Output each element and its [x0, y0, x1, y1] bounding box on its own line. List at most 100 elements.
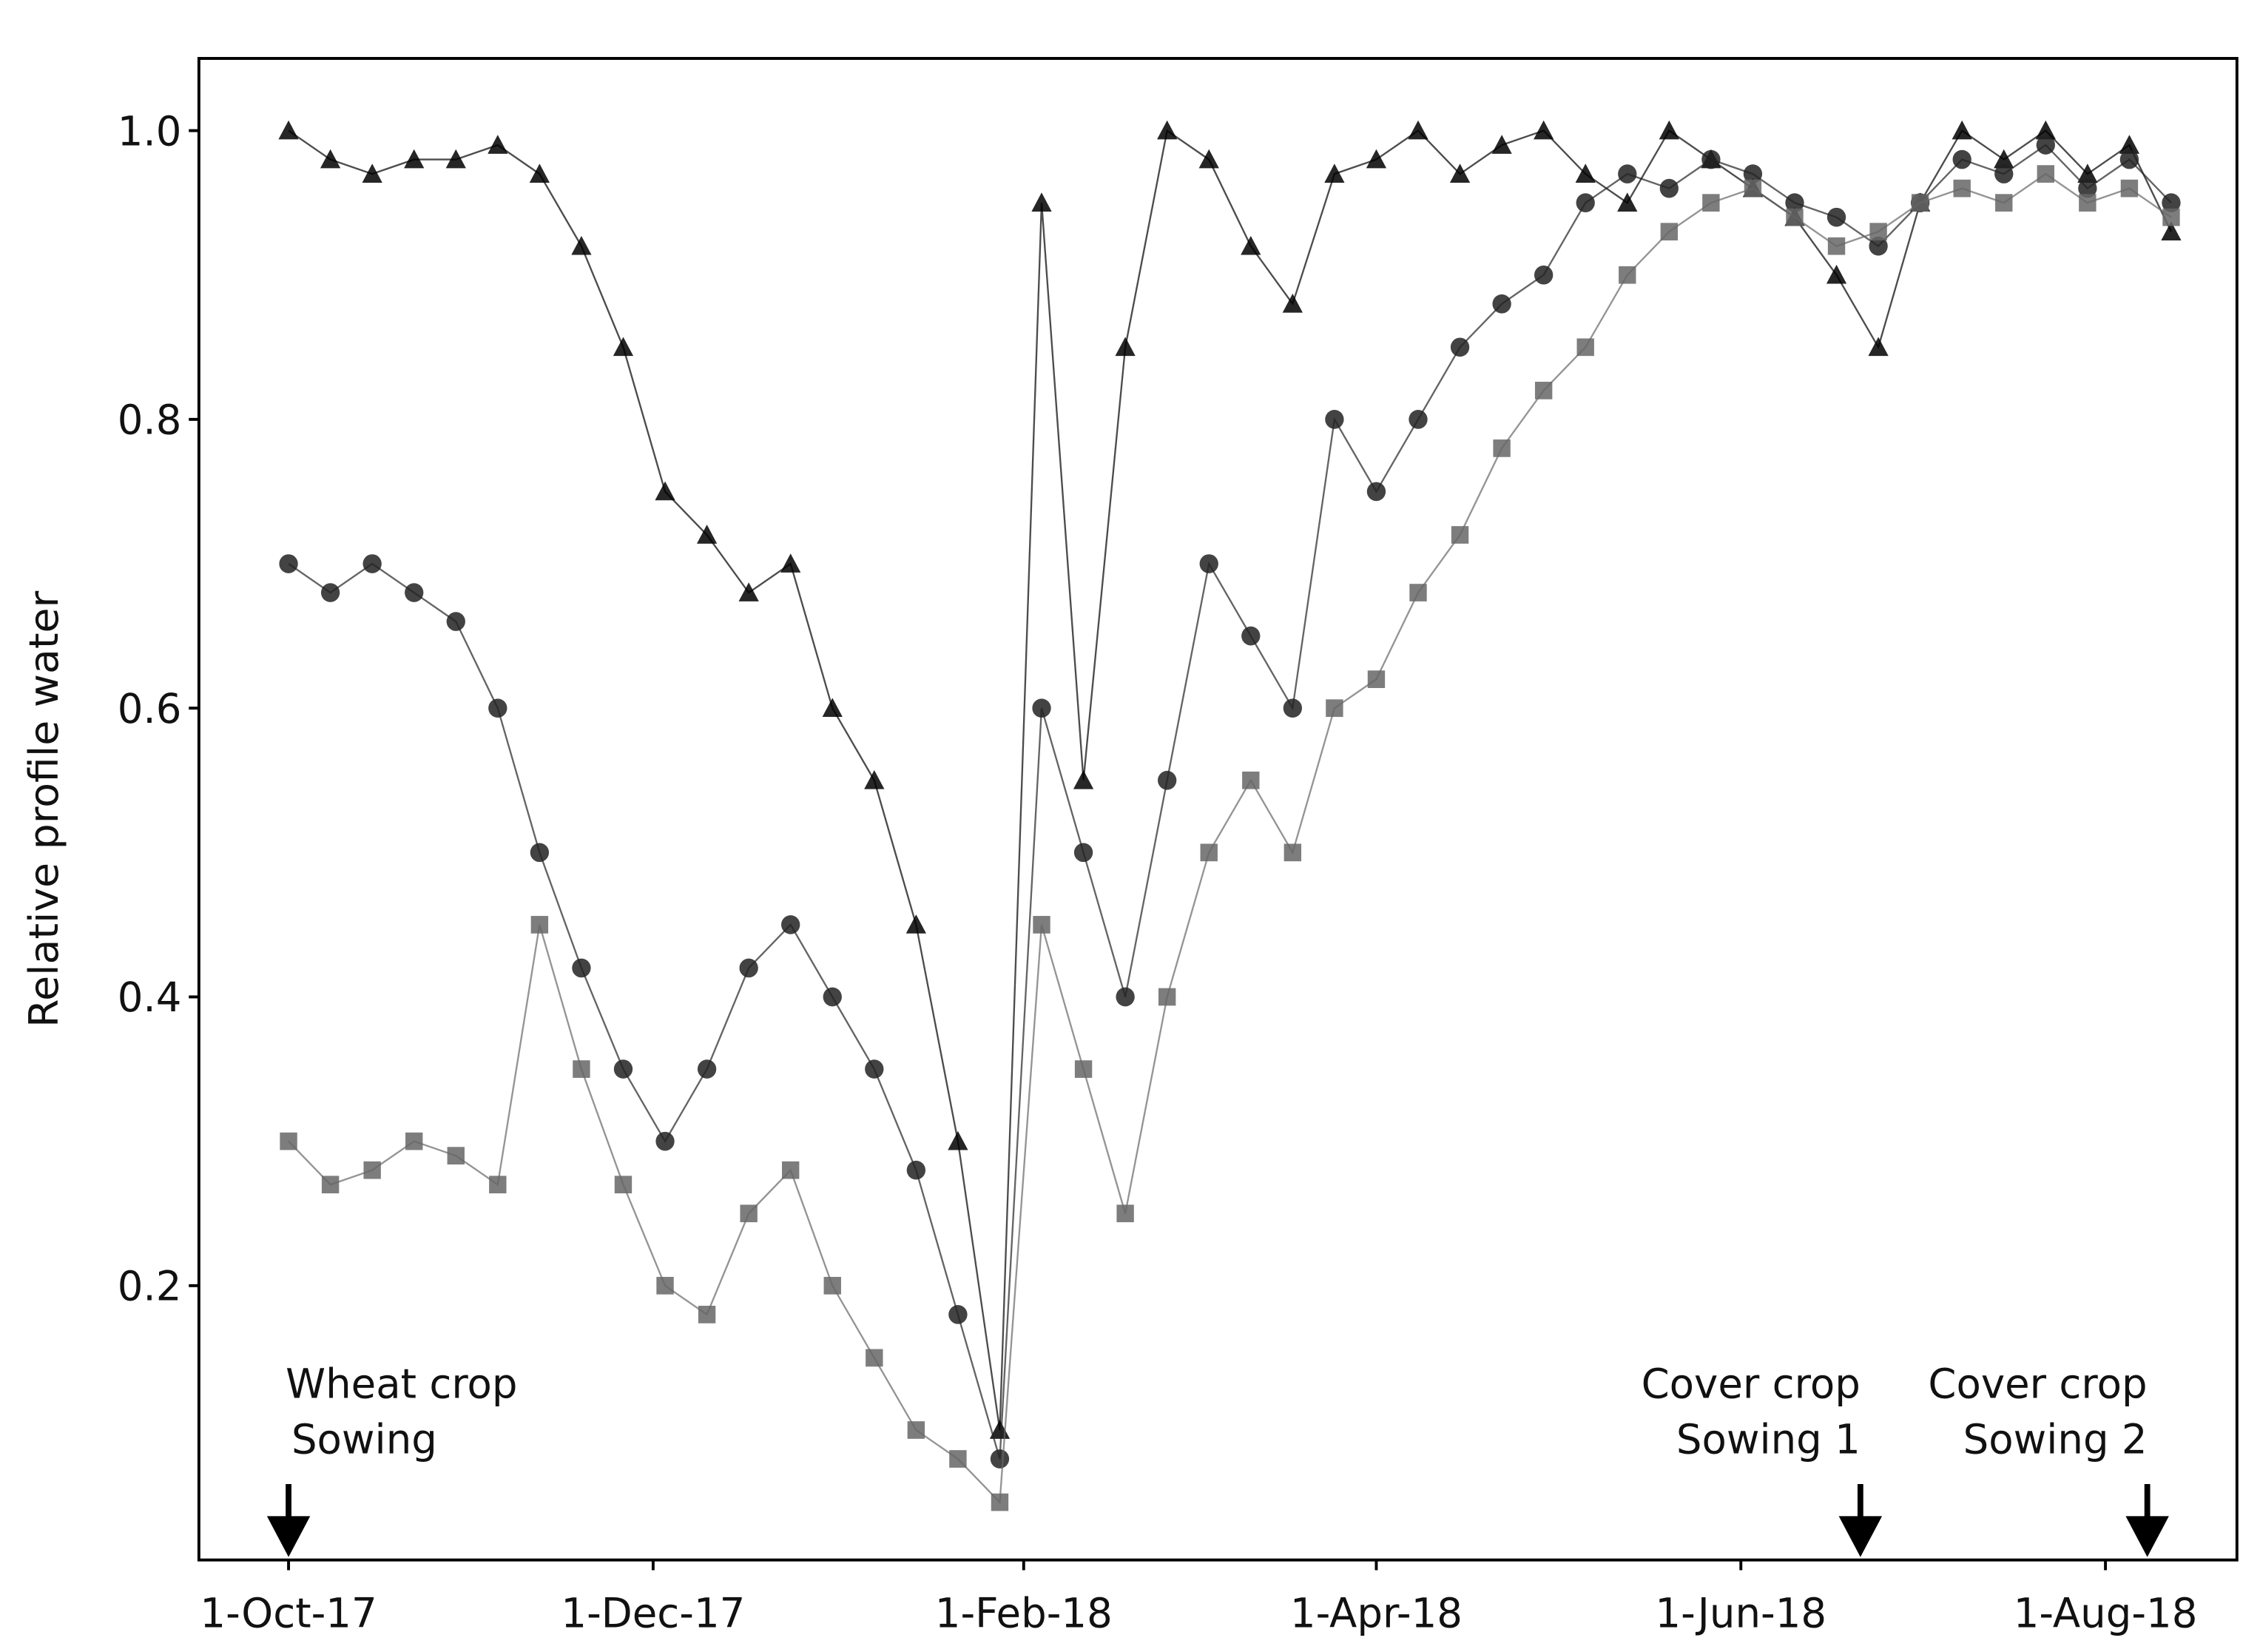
data-point: [1325, 410, 1344, 429]
data-point: [1408, 120, 1428, 140]
data-point: [529, 163, 550, 183]
data-point: [614, 1176, 633, 1194]
data-point: [1116, 987, 1135, 1007]
series-line: [288, 129, 2173, 1431]
data-point: [1826, 264, 1847, 284]
data-point: [1660, 223, 1679, 241]
data-point: [1241, 235, 1261, 255]
data-point: [906, 1160, 926, 1180]
data-point: [2119, 135, 2140, 154]
data-point: [991, 1493, 1009, 1511]
data-point: [1284, 843, 1302, 862]
data-point: [488, 135, 508, 154]
data-point: [1743, 164, 1763, 183]
data-point: [362, 163, 382, 183]
data-point: [1409, 584, 1427, 601]
data-point: [321, 1176, 340, 1194]
data-point: [613, 1059, 633, 1079]
annotation-text: Sowing: [291, 1415, 437, 1463]
data-point: [1032, 698, 1051, 718]
data-point: [1827, 237, 1846, 255]
data-point: [948, 1130, 968, 1150]
data-point: [1073, 843, 1093, 863]
data-point: [1701, 149, 1721, 169]
data-point: [1031, 192, 1052, 212]
x-tick-label: 1-Feb-18: [935, 1589, 1113, 1636]
data-point: [362, 554, 382, 573]
data-point: [445, 149, 466, 169]
data-point: [1575, 163, 1596, 183]
data-point: [1326, 699, 1343, 718]
data-point: [1158, 770, 1177, 790]
data-point: [1492, 294, 1511, 314]
data-point: [866, 1349, 883, 1367]
x-tick-label: 1-Apr-18: [1290, 1589, 1463, 1636]
data-point: [990, 1449, 1010, 1469]
data-point: [1576, 338, 1594, 357]
data-point: [1450, 337, 1470, 357]
data-point: [2077, 163, 2098, 183]
data-point: [530, 843, 550, 863]
data-point: [1619, 266, 1636, 284]
data-point: [1702, 194, 1720, 212]
data-point: [822, 698, 843, 718]
series-line: [288, 172, 2172, 1505]
y-tick-label: 1.0: [118, 107, 182, 155]
data-point: [740, 1204, 758, 1223]
data-point: [697, 1059, 717, 1079]
data-point: [865, 1059, 884, 1079]
data-point: [489, 1176, 507, 1194]
data-point: [1785, 193, 1804, 212]
data-point: [1451, 526, 1469, 544]
data-point: [1534, 120, 1554, 140]
data-point: [320, 583, 340, 602]
y-tick-label: 0.6: [118, 685, 182, 732]
data-point: [1242, 771, 1260, 789]
y-tick-label: 0.8: [118, 396, 182, 443]
data-point: [1283, 698, 1303, 718]
data-point: [1073, 769, 1094, 789]
data-point: [363, 1161, 381, 1179]
data-point: [613, 337, 634, 357]
data-point: [1659, 120, 1679, 140]
data-point: [1869, 236, 1888, 256]
data-point: [1952, 120, 1972, 140]
data-point: [1200, 843, 1218, 862]
data-point: [1994, 149, 2014, 169]
data-point: [738, 582, 759, 601]
data-point: [1198, 149, 1219, 169]
data-point: [1158, 988, 1176, 1006]
data-point: [405, 583, 424, 602]
data-point: [656, 1276, 674, 1295]
data-point: [1994, 164, 2014, 183]
data-point: [2120, 179, 2139, 198]
data-point: [1952, 149, 1971, 169]
data-point: [1744, 179, 1762, 198]
data-point: [739, 958, 758, 978]
data-point: [1366, 482, 1386, 502]
data-point: [655, 481, 675, 501]
data-point: [2078, 178, 2097, 198]
data-point: [573, 1060, 590, 1078]
data-point: [1116, 1204, 1134, 1223]
data-point: [2037, 165, 2054, 183]
data-point: [1534, 265, 1554, 285]
data-point: [655, 1131, 675, 1151]
annotation-text: Cover crop: [1928, 1360, 2147, 1407]
x-tick-label: 1-Aug-18: [2014, 1589, 2198, 1636]
data-point: [2036, 135, 2055, 155]
data-point: [781, 915, 800, 934]
annotation-arrow-head: [2125, 1516, 2169, 1557]
data-point: [949, 1450, 967, 1468]
data-point: [1157, 120, 1178, 140]
data-point: [1617, 192, 1638, 212]
data-point: [405, 1132, 423, 1150]
y-tick-label: 0.2: [118, 1262, 182, 1309]
data-point: [2162, 193, 2181, 212]
data-point: [1115, 337, 1136, 357]
plot-frame: [197, 57, 2239, 1562]
annotation-arrow-head: [266, 1516, 311, 1557]
data-point: [1659, 178, 1679, 198]
data-point: [571, 235, 592, 255]
